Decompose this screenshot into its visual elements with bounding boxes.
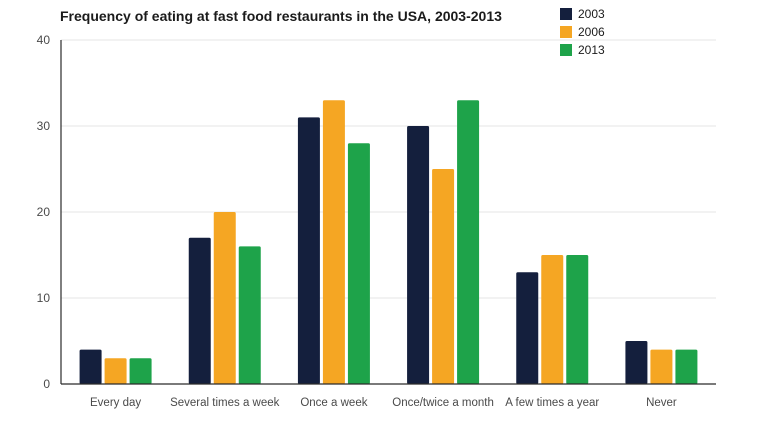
- gridlines: [61, 39, 716, 299]
- bar-2003-5: [625, 341, 648, 384]
- legend-swatch-2003: [560, 8, 572, 20]
- legend-label-2006: 2006: [578, 25, 605, 39]
- x-category-label: Once a week: [300, 397, 367, 409]
- legend-swatch-2013: [560, 44, 572, 56]
- bar-2013-0: [129, 358, 152, 384]
- bar-2013-2: [347, 143, 370, 384]
- x-category-label: Several times a week: [170, 397, 280, 409]
- bar-2003-3: [407, 126, 430, 384]
- bar-2006-1: [213, 212, 236, 384]
- bar-2006-5: [650, 349, 673, 384]
- bar-2003-1: [188, 237, 211, 384]
- y-axis-ticks: 0 10 20 30 40: [37, 33, 51, 391]
- bar-2013-1: [238, 246, 261, 384]
- bar-2006-0: [104, 358, 127, 384]
- legend: 2003 2006 2013: [560, 7, 605, 57]
- bars: [79, 100, 698, 385]
- bar-2006-3: [432, 169, 455, 384]
- bar-2003-0: [79, 349, 102, 384]
- chart-title: Frequency of eating at fast food restaur…: [60, 8, 502, 24]
- y-tick-label-30: 30: [37, 119, 51, 133]
- x-category-label: Every day: [90, 397, 141, 409]
- bar-2006-4: [541, 255, 564, 384]
- y-tick-label-20: 20: [37, 205, 51, 219]
- y-tick-label-10: 10: [37, 291, 51, 305]
- bar-2006-2: [322, 100, 345, 384]
- x-category-label: A few times a year: [505, 397, 599, 409]
- y-tick-label-0: 0: [43, 377, 50, 391]
- legend-swatch-2006: [560, 26, 572, 38]
- x-category-label: Never: [646, 397, 677, 409]
- legend-label-2003: 2003: [578, 7, 605, 21]
- legend-label-2013: 2013: [578, 43, 605, 57]
- y-tick-label-40: 40: [37, 33, 51, 47]
- bar-2013-5: [675, 349, 698, 384]
- x-category-label: Once/twice a month: [392, 397, 494, 409]
- bar-2003-2: [297, 117, 320, 385]
- bar-2013-4: [566, 255, 589, 384]
- bar-2003-4: [516, 272, 539, 384]
- bar-2013-3: [457, 100, 480, 384]
- x-axis-labels: Every day Several times a week Once a week…: [90, 397, 677, 409]
